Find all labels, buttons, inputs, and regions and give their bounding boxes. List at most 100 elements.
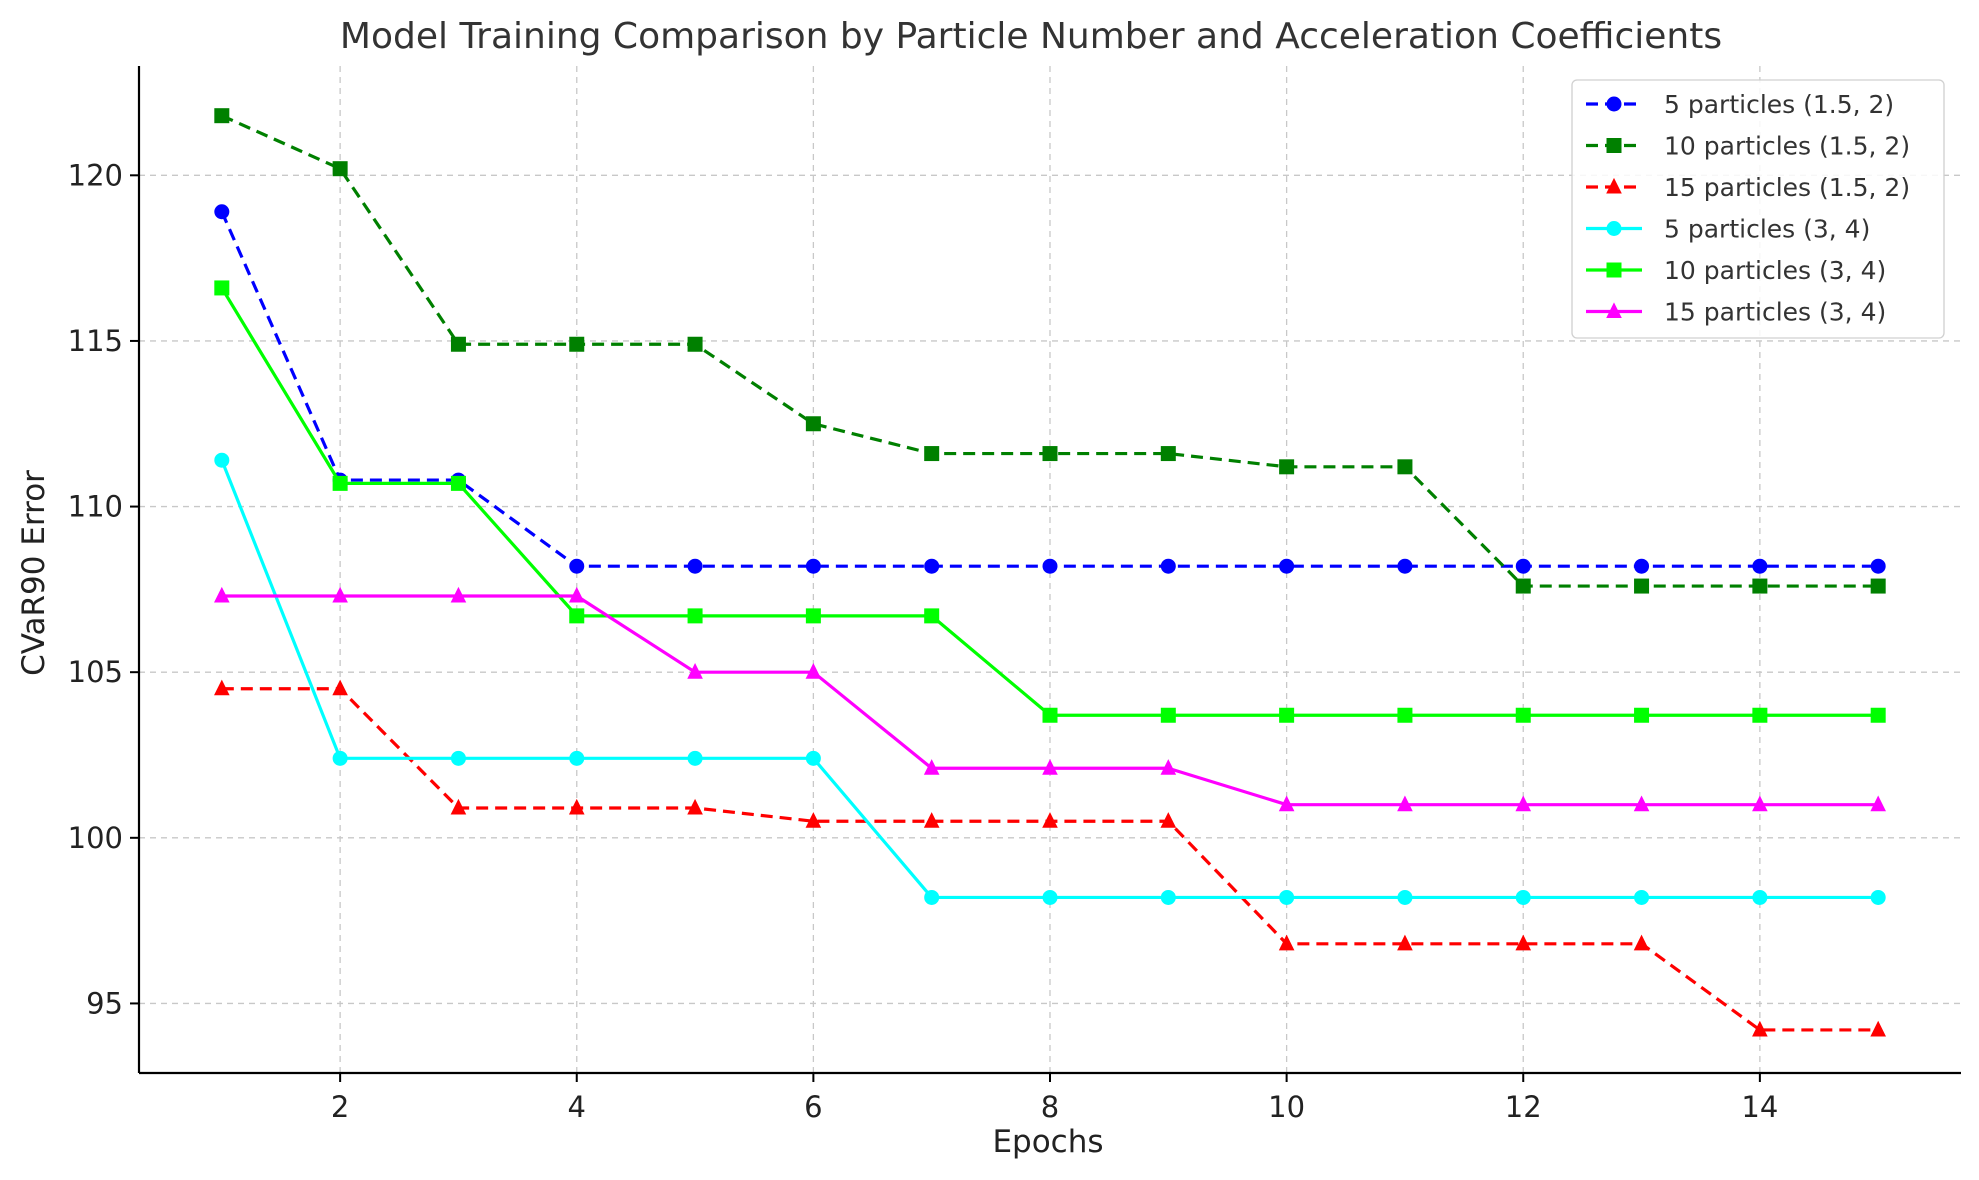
legend-entry: 10 particles (1.5, 2) <box>1586 132 1910 161</box>
data-point <box>214 204 230 220</box>
data-point <box>1042 812 1058 828</box>
data-point <box>1160 759 1177 775</box>
legend-swatch-marker <box>1606 262 1622 278</box>
data-point <box>332 586 348 603</box>
data-point <box>1752 578 1768 594</box>
data-point <box>1160 889 1176 905</box>
x-axis-label: Epochs <box>992 1124 1103 1160</box>
axes-layer: 2 4 6 8 10 12 14 95 100 105 110 115 120 <box>68 66 1961 1124</box>
data-point <box>924 889 940 905</box>
chart-title: Model Training Comparison by Particle Nu… <box>340 16 1722 57</box>
data-point <box>332 161 348 177</box>
data-point <box>924 558 940 574</box>
data-point <box>1278 795 1295 812</box>
data-point <box>1160 707 1176 723</box>
data-point <box>569 336 585 352</box>
series-3 <box>214 679 1886 1037</box>
legend-box <box>1571 79 1945 339</box>
legend-entry: 10 particles (3, 4) <box>1586 256 1886 285</box>
data-point <box>1752 1020 1768 1037</box>
y-tick-label: 95 <box>86 986 123 1020</box>
data-point <box>1397 889 1413 905</box>
data-point <box>805 663 822 679</box>
y-tick-label: 120 <box>68 158 123 192</box>
legend-label: 15 particles (1.5, 2) <box>1664 173 1910 202</box>
data-point <box>332 750 348 766</box>
y-tick-label: 100 <box>68 821 123 855</box>
data-point <box>1160 446 1176 462</box>
data-point <box>1160 812 1177 828</box>
x-tick-label: 2 <box>331 1090 349 1124</box>
data-point <box>1634 889 1650 905</box>
data-point <box>1752 889 1768 905</box>
data-point <box>1633 795 1650 812</box>
data-point <box>1397 707 1413 723</box>
legend-entry: 5 particles (1.5, 2) <box>1586 90 1894 119</box>
y-tick-label: 105 <box>68 655 123 689</box>
y-tick-label: 110 <box>68 490 123 524</box>
legend-label: 15 particles (3, 4) <box>1664 298 1886 327</box>
data-point <box>450 586 467 603</box>
x-tick-label: 12 <box>1505 1090 1542 1124</box>
data-point <box>1634 558 1650 574</box>
data-point <box>569 608 585 624</box>
series-line <box>220 459 1879 900</box>
data-point <box>569 558 585 574</box>
data-point <box>214 679 230 696</box>
data-point <box>1042 707 1058 723</box>
data-point <box>1870 558 1886 574</box>
series-4 <box>214 452 1886 905</box>
data-point <box>1515 558 1531 574</box>
data-point <box>1515 934 1532 951</box>
data-point <box>923 759 940 775</box>
data-point <box>924 608 940 624</box>
data-point <box>1515 889 1531 905</box>
data-point <box>568 798 585 815</box>
data-point <box>569 750 585 766</box>
x-tick-label: 10 <box>1268 1090 1305 1124</box>
data-point <box>1397 934 1413 951</box>
data-point <box>450 798 467 815</box>
data-point <box>1278 934 1295 951</box>
data-point <box>1515 795 1532 812</box>
data-point <box>1397 795 1413 812</box>
y-tick-label: 115 <box>68 324 123 358</box>
legend-swatch-marker <box>1606 138 1622 153</box>
series-5 <box>214 280 1886 723</box>
data-point <box>1752 795 1768 812</box>
y-axis-label: CVaR90 Error <box>16 470 52 676</box>
data-point <box>805 750 821 766</box>
data-point <box>805 812 822 828</box>
data-point <box>214 452 230 468</box>
series-6 <box>214 586 1886 812</box>
data-point <box>1279 558 1295 574</box>
data-point <box>332 475 348 491</box>
data-point <box>1042 889 1058 905</box>
legend-entry: 15 particles (3, 4) <box>1586 298 1886 327</box>
data-point <box>214 108 230 124</box>
data-point <box>1515 707 1531 723</box>
data-point <box>450 750 466 766</box>
data-point <box>805 416 821 432</box>
data-point <box>687 798 703 815</box>
series-layer <box>214 108 1886 1037</box>
data-point <box>1633 934 1650 951</box>
data-point <box>332 679 348 696</box>
data-point <box>687 663 703 679</box>
legend-entry: 5 particles (3, 4) <box>1586 215 1870 244</box>
x-tick-label: 4 <box>568 1090 586 1124</box>
data-point <box>805 558 821 574</box>
data-point <box>923 812 940 828</box>
legend-swatch-marker <box>1606 177 1622 194</box>
data-point <box>1870 707 1886 723</box>
data-point <box>1279 889 1295 905</box>
legend-swatch-marker <box>1606 302 1622 319</box>
legend-label: 5 particles (3, 4) <box>1664 215 1870 244</box>
data-point <box>450 336 466 352</box>
data-point <box>1634 578 1650 594</box>
x-tick-label: 14 <box>1741 1090 1778 1124</box>
data-point <box>1397 558 1413 574</box>
data-point <box>1042 759 1058 775</box>
data-point <box>1160 558 1176 574</box>
data-point <box>450 475 466 491</box>
